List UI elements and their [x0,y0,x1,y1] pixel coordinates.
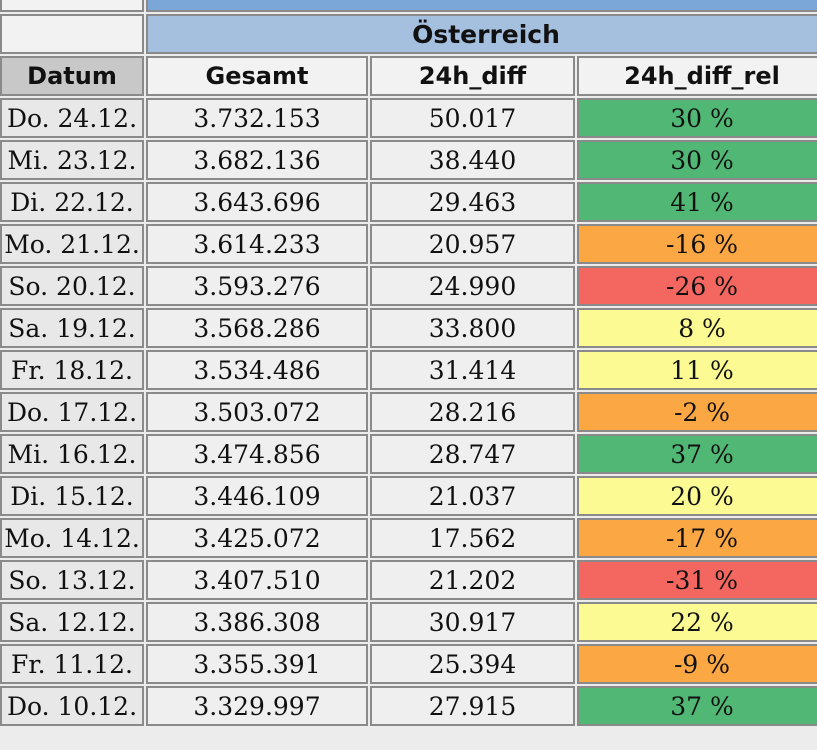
cell-24h-diff: 33.800 [370,308,575,348]
column-header-datum: Datum [0,56,144,96]
cell-24h-diff: 50.017 [370,98,575,138]
cell-gesamt: 3.732.153 [146,98,368,138]
cell-24h-diff-rel: -31 % [577,560,817,600]
cell-datum: So. 13.12. [0,560,144,600]
cell-24h-diff-rel: 37 % [577,686,817,726]
cell-gesamt: 3.355.391 [146,644,368,684]
cell-24h-diff: 17.562 [370,518,575,558]
cell-datum: Mo. 21.12. [0,224,144,264]
cell-gesamt: 3.643.696 [146,182,368,222]
cell-gesamt: 3.568.286 [146,308,368,348]
cell-datum: Di. 15.12. [0,476,144,516]
cell-datum: Do. 17.12. [0,392,144,432]
cell-24h-diff: 30.917 [370,602,575,642]
cell-24h-diff: 28.747 [370,434,575,474]
top-header-bar [146,0,817,12]
cell-datum: Sa. 12.12. [0,602,144,642]
column-header-24h-diff-rel: 24h_diff_rel [577,56,817,96]
corner-blank [0,14,144,54]
cell-24h-diff-rel: -26 % [577,266,817,306]
cell-datum: Mi. 16.12. [0,434,144,474]
cell-gesamt: 3.593.276 [146,266,368,306]
cell-datum: So. 20.12. [0,266,144,306]
cell-datum: Fr. 11.12. [0,644,144,684]
cell-24h-diff: 28.216 [370,392,575,432]
cell-gesamt: 3.534.486 [146,350,368,390]
cell-24h-diff-rel: 22 % [577,602,817,642]
cell-gesamt: 3.446.109 [146,476,368,516]
cell-24h-diff-rel: -9 % [577,644,817,684]
cell-24h-diff-rel: 8 % [577,308,817,348]
cell-gesamt: 3.329.997 [146,686,368,726]
cell-24h-diff: 38.440 [370,140,575,180]
cell-gesamt: 3.682.136 [146,140,368,180]
cell-gesamt: 3.386.308 [146,602,368,642]
cell-datum: Di. 22.12. [0,182,144,222]
cell-24h-diff-rel: 30 % [577,140,817,180]
column-header-gesamt: Gesamt [146,56,368,96]
cell-gesamt: 3.503.072 [146,392,368,432]
country-header: Österreich [146,14,817,54]
cell-gesamt: 3.425.072 [146,518,368,558]
cell-24h-diff: 24.990 [370,266,575,306]
cell-24h-diff: 20.957 [370,224,575,264]
cell-24h-diff-rel: 37 % [577,434,817,474]
cell-datum: Do. 10.12. [0,686,144,726]
cell-24h-diff-rel: 11 % [577,350,817,390]
cell-24h-diff-rel: 20 % [577,476,817,516]
cell-24h-diff: 21.202 [370,560,575,600]
cell-24h-diff-rel: -17 % [577,518,817,558]
cell-datum: Mi. 23.12. [0,140,144,180]
cell-24h-diff: 25.394 [370,644,575,684]
cell-24h-diff-rel: 30 % [577,98,817,138]
corner-top-blank [0,0,144,12]
cell-24h-diff: 27.915 [370,686,575,726]
cell-24h-diff-rel: -2 % [577,392,817,432]
cell-datum: Fr. 18.12. [0,350,144,390]
cell-24h-diff-rel: 41 % [577,182,817,222]
cell-gesamt: 3.614.233 [146,224,368,264]
cell-datum: Do. 24.12. [0,98,144,138]
column-header-24h-diff: 24h_diff [370,56,575,96]
cell-24h-diff: 29.463 [370,182,575,222]
cell-datum: Mo. 14.12. [0,518,144,558]
cell-24h-diff: 21.037 [370,476,575,516]
cell-gesamt: 3.407.510 [146,560,368,600]
cell-datum: Sa. 19.12. [0,308,144,348]
cell-24h-diff: 31.414 [370,350,575,390]
cell-24h-diff-rel: -16 % [577,224,817,264]
cell-gesamt: 3.474.856 [146,434,368,474]
